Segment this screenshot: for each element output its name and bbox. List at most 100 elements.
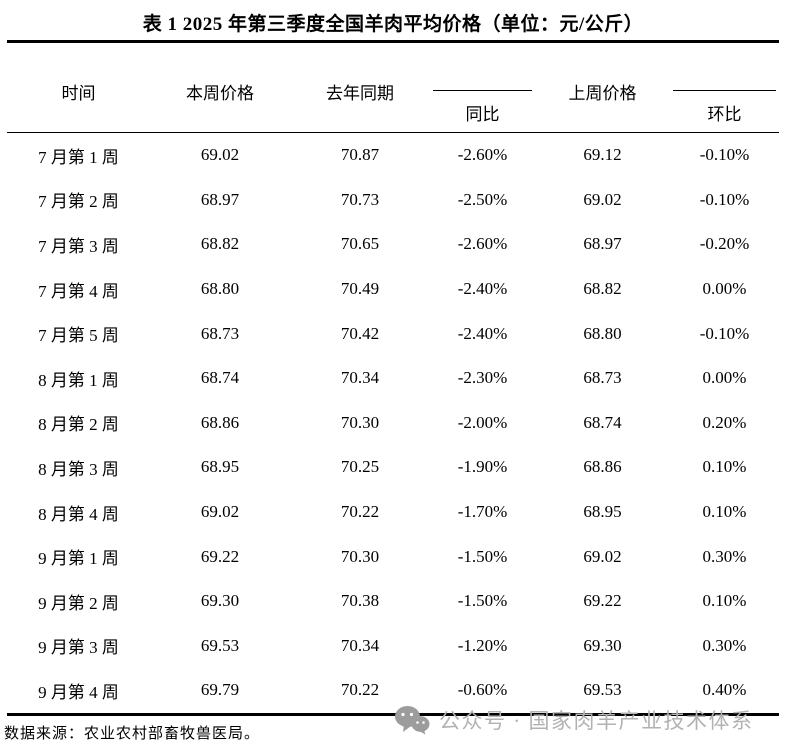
cell-last-year: 70.34 (340, 368, 380, 388)
cell-this-week: 69.02 (200, 145, 240, 165)
table-row: 7 月第 4 周 68.80 70.49 -2.40% 68.82 0.00% (7, 267, 779, 312)
table-row: 9 月第 3 周 69.53 70.34 -1.20% 69.30 0.30% (7, 624, 779, 669)
cell-last-week: 69.02 (583, 189, 622, 209)
header-label-last-week: 上周价格 (568, 84, 637, 103)
cell-this-week: 69.30 (200, 591, 240, 611)
cell-last-week: 68.95 (583, 502, 622, 522)
cell-yoy: -2.60% (457, 234, 508, 254)
table-body: 7 月第 1 周 69.02 70.87 -2.60% 69.12 -0.10%… (7, 133, 779, 716)
header-cell-wow: 环比 (670, 43, 779, 132)
cell-this-week: 68.80 (200, 279, 240, 299)
cell-last-week: 68.86 (583, 457, 622, 477)
cell-time: 7 月第 3 周 (38, 236, 119, 256)
cell-wow: -0.10% (699, 145, 750, 165)
cell-last-year: 70.25 (340, 457, 380, 477)
cell-this-week: 68.74 (200, 368, 240, 388)
cell-yoy: -2.00% (457, 412, 508, 432)
cell-time: 7 月第 5 周 (38, 326, 119, 346)
table-row: 7 月第 2 周 68.97 70.73 -2.50% 69.02 -0.10% (7, 178, 779, 223)
cell-last-year: 70.30 (340, 412, 380, 432)
cell-time: 9 月第 2 周 (38, 593, 119, 613)
cell-time: 8 月第 4 周 (38, 504, 119, 524)
cell-last-year: 70.42 (340, 323, 380, 343)
cell-last-year: 70.22 (340, 680, 380, 700)
cell-yoy: -2.40% (457, 323, 508, 343)
wechat-icon (395, 706, 430, 735)
table-row: 7 月第 3 周 68.82 70.65 -2.60% 68.97 -0.20% (7, 222, 779, 267)
cell-last-week: 69.12 (583, 145, 622, 165)
cell-this-week: 69.53 (200, 635, 240, 655)
cell-last-week: 69.02 (583, 546, 622, 566)
cell-this-week: 68.97 (200, 189, 240, 209)
watermark: 公众号 · 国家肉羊产业技术体系 (394, 705, 754, 735)
cell-wow: 0.00% (702, 368, 747, 388)
table-row: 8 月第 3 周 68.95 70.25 -1.90% 68.86 0.10% (7, 445, 779, 490)
cell-last-week: 69.53 (583, 680, 622, 700)
cell-wow: -0.10% (699, 323, 750, 343)
cell-this-week: 69.22 (200, 546, 240, 566)
cell-wow: -0.10% (699, 189, 750, 209)
cell-time: 7 月第 4 周 (38, 281, 119, 301)
table-row: 7 月第 1 周 69.02 70.87 -2.60% 69.12 -0.10% (7, 133, 779, 178)
header-label-yoy: 同比 (465, 105, 500, 124)
watermark-text: 公众号 · 国家肉羊产业技术体系 (439, 709, 754, 733)
table-header: 时间 本周价格 去年同期 同比 上周价格 环比 (7, 43, 779, 133)
cell-last-week: 69.22 (583, 591, 622, 611)
table-row: 7 月第 5 周 68.73 70.42 -2.40% 68.80 -0.10% (7, 311, 779, 356)
cell-last-year: 70.73 (340, 189, 380, 209)
cell-last-week: 68.74 (583, 412, 622, 432)
cell-last-year: 70.30 (340, 546, 380, 566)
cell-last-year: 70.22 (340, 502, 380, 522)
cell-yoy: -2.30% (457, 368, 508, 388)
cell-this-week: 68.86 (200, 412, 240, 432)
table-row: 9 月第 1 周 69.22 70.30 -1.50% 69.02 0.30% (7, 534, 779, 579)
header-label-last-year: 去年同期 (326, 84, 394, 103)
cell-wow: 0.20% (702, 412, 747, 432)
cell-wow: 0.00% (702, 279, 747, 299)
source-note: 数据来源：农业农村部畜牧兽医局。 (4, 726, 261, 742)
cell-yoy: -1.50% (457, 546, 508, 566)
cell-last-year: 70.38 (340, 591, 380, 611)
table-row: 9 月第 4 周 69.79 70.22 -0.60% 69.53 0.40% (7, 668, 779, 713)
cell-yoy: -2.50% (457, 189, 508, 209)
cell-wow: 0.10% (702, 591, 747, 611)
cell-this-week: 68.95 (200, 457, 240, 477)
table-row: 9 月第 2 周 69.30 70.38 -1.50% 69.22 0.10% (7, 579, 779, 624)
cell-last-year: 70.65 (340, 234, 380, 254)
wow-overline (673, 90, 776, 91)
cell-time: 8 月第 1 周 (38, 370, 119, 390)
cell-last-year: 70.87 (340, 145, 380, 165)
cell-yoy: -1.20% (457, 635, 508, 655)
cell-yoy: -0.60% (457, 680, 508, 700)
cell-time: 9 月第 3 周 (38, 638, 119, 658)
cell-last-year: 70.34 (340, 635, 380, 655)
cell-this-week: 69.79 (200, 680, 240, 700)
table-title: 表 1 2025 年第三季度全国羊肉平均价格（单位：元/公斤） (142, 14, 644, 35)
cell-wow: 0.10% (702, 457, 747, 477)
cell-last-week: 69.30 (583, 635, 622, 655)
header-label-this-week: 本周价格 (186, 84, 254, 103)
table-row: 8 月第 4 周 69.02 70.22 -1.70% 68.95 0.10% (7, 490, 779, 535)
cell-this-week: 68.82 (200, 234, 240, 254)
header-cell-this-week: 本周价格 (150, 43, 290, 132)
header-label-wow: 环比 (707, 105, 742, 124)
cell-this-week: 69.02 (200, 502, 240, 522)
header-cell-time: 时间 (7, 43, 150, 132)
cell-time: 7 月第 1 周 (38, 147, 119, 167)
cell-yoy: -2.40% (457, 279, 508, 299)
cell-last-week: 68.97 (583, 234, 622, 254)
cell-yoy: -2.60% (457, 145, 508, 165)
header-label-time: 时间 (61, 84, 96, 103)
cell-time: 7 月第 2 周 (38, 192, 119, 212)
cell-wow: 0.10% (702, 502, 747, 522)
cell-last-week: 68.82 (583, 279, 622, 299)
cell-last-week: 68.80 (583, 323, 622, 343)
cell-time: 8 月第 3 周 (38, 459, 119, 479)
header-cell-last-year: 去年同期 (290, 43, 430, 132)
yoy-overline (433, 90, 532, 91)
cell-yoy: -1.50% (457, 591, 508, 611)
cell-time: 9 月第 1 周 (38, 549, 119, 569)
cell-wow: 0.30% (702, 546, 747, 566)
table-row: 8 月第 2 周 68.86 70.30 -2.00% 68.74 0.20% (7, 401, 779, 446)
